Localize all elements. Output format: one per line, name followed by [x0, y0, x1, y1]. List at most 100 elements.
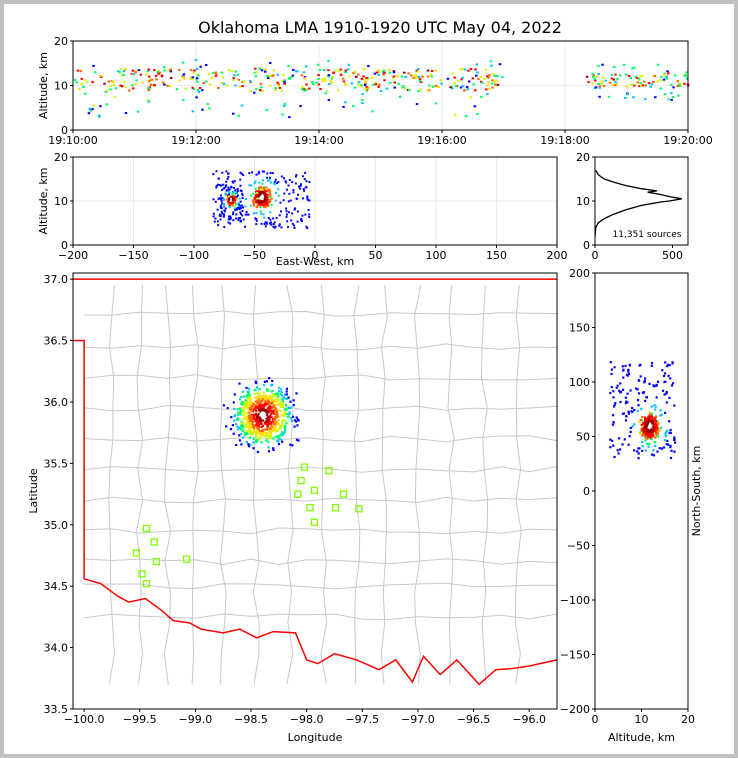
lightning-source-mark [645, 424, 648, 427]
lightning-source-mark [256, 397, 259, 400]
lightning-source-mark [262, 431, 265, 434]
lightning-source-mark [277, 194, 280, 197]
lightning-source-mark [251, 171, 254, 174]
lightning-source-mark [274, 416, 277, 419]
lightning-source-mark [463, 89, 466, 92]
y-tick-label: 20 [54, 35, 68, 48]
east-west-xlabel: East-West, km [276, 255, 354, 268]
lightning-source-mark [286, 220, 289, 223]
lightning-source-mark [383, 71, 386, 74]
lightning-source-mark [649, 436, 652, 439]
lightning-source-mark [178, 68, 181, 71]
lightning-source-mark [255, 409, 258, 412]
lightning-source-mark [229, 200, 232, 203]
lightning-source-mark [222, 215, 225, 218]
lightning-source-mark [323, 79, 327, 82]
lightning-source-mark [283, 102, 287, 105]
lightning-source-mark [273, 419, 276, 422]
lightning-source-mark [426, 89, 429, 92]
lightning-source-mark [666, 439, 669, 442]
lightning-source-mark [244, 417, 248, 421]
lightning-source-mark [676, 79, 680, 82]
lightning-source-mark [629, 389, 632, 392]
lightning-source-mark [261, 400, 264, 403]
lightning-source-mark [239, 85, 242, 88]
x-tick-label: 0 [592, 713, 599, 726]
lightning-source-mark [240, 104, 244, 107]
lightning-source-mark [288, 192, 291, 195]
lightning-source-mark [650, 433, 653, 436]
lightning-source-mark [232, 204, 235, 207]
lightning-source-mark [255, 71, 258, 74]
lightning-source-mark [644, 427, 647, 431]
lightning-source-mark [289, 443, 292, 446]
lightning-source-mark [639, 84, 643, 87]
lightning-source-mark [287, 225, 290, 228]
lightning-source-mark [666, 365, 669, 368]
lightning-source-mark [461, 67, 464, 70]
lightning-source-mark [627, 74, 631, 77]
lightning-source-mark [371, 110, 374, 113]
lightning-source-mark [225, 425, 228, 428]
lightning-source-mark [632, 96, 635, 99]
lightning-source-mark [283, 393, 287, 396]
lightning-source-mark [238, 434, 241, 437]
lightning-source-mark [267, 194, 270, 197]
lightning-source-mark [360, 84, 363, 87]
lightning-source-mark [664, 432, 667, 435]
lightning-source-mark [278, 223, 281, 226]
lightning-source-mark [234, 198, 236, 201]
lightning-source-mark [289, 406, 292, 409]
lightning-source-mark [225, 198, 228, 201]
lightning-source-mark [227, 200, 230, 203]
lightning-source-mark [609, 438, 612, 441]
lightning-source-mark [476, 112, 479, 115]
y-tick-label: 100 [569, 376, 590, 389]
lightning-source-mark [281, 440, 284, 443]
north-south-ylabel: North-South, km [690, 446, 703, 537]
lightning-source-mark [255, 173, 258, 176]
lightning-source-mark [654, 444, 657, 448]
lightning-source-mark [344, 69, 348, 72]
lightning-source-mark [652, 449, 655, 452]
lightning-source-mark [216, 208, 219, 211]
lightning-source-mark [389, 81, 392, 84]
lightning-source-mark [285, 387, 288, 390]
lightning-source-mark [239, 398, 242, 401]
lightning-source-mark [633, 84, 636, 87]
lightning-source-mark [665, 443, 668, 446]
lightning-source-mark [214, 71, 217, 74]
lightning-source-mark [648, 415, 651, 418]
lightning-source-mark [285, 403, 288, 407]
lightning-source-mark [221, 171, 224, 174]
lightning-source-mark [278, 415, 281, 418]
lightning-source-mark [400, 75, 404, 78]
lightning-source-mark [619, 400, 622, 404]
lightning-source-mark [256, 450, 260, 453]
lightning-source-mark [297, 419, 300, 422]
lightning-source-mark [239, 409, 242, 412]
lightning-source-mark [264, 193, 267, 195]
lightning-source-mark [293, 226, 296, 229]
lightning-source-mark [267, 77, 270, 79]
lightning-source-mark [650, 405, 653, 408]
lightning-source-mark [642, 80, 646, 83]
lightning-source-mark [238, 207, 241, 210]
lightning-source-mark [665, 429, 669, 432]
lightning-source-mark [224, 210, 227, 213]
lightning-source-mark [221, 197, 224, 200]
lightning-source-mark [283, 426, 287, 429]
lightning-source-mark [305, 180, 308, 183]
lightning-source-mark [646, 437, 649, 440]
lightning-source-mark [377, 85, 380, 88]
lightning-source-mark [614, 73, 617, 76]
lightning-source-mark [273, 226, 276, 229]
lightning-source-mark [242, 430, 245, 433]
lightning-source-mark [267, 403, 270, 406]
lightning-source-mark [628, 364, 631, 367]
lightning-source-mark [249, 443, 252, 446]
lightning-source-mark [283, 427, 287, 430]
lightning-source-mark [379, 89, 383, 92]
lightning-source-mark [247, 422, 251, 425]
lightning-source-mark [265, 414, 269, 417]
